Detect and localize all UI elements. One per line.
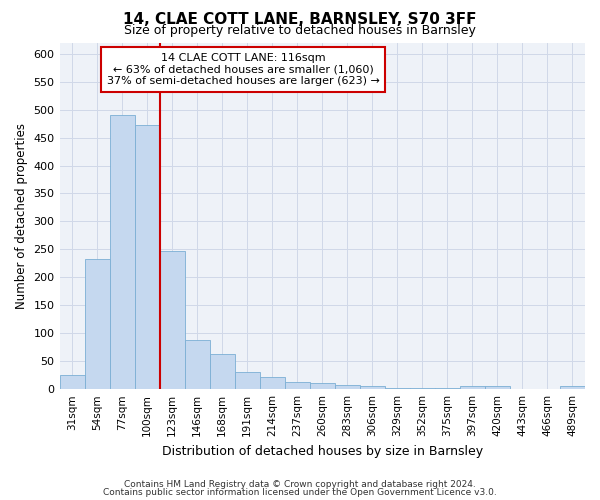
Bar bbox=[310, 383, 335, 389]
Bar bbox=[460, 386, 485, 389]
Bar bbox=[335, 384, 360, 389]
Bar bbox=[160, 250, 185, 389]
Bar bbox=[560, 386, 585, 389]
Bar bbox=[235, 372, 260, 389]
Y-axis label: Number of detached properties: Number of detached properties bbox=[15, 123, 28, 309]
Bar bbox=[285, 382, 310, 389]
Text: 14 CLAE COTT LANE: 116sqm  
← 63% of detached houses are smaller (1,060)
37% of : 14 CLAE COTT LANE: 116sqm ← 63% of detac… bbox=[107, 53, 380, 86]
Bar bbox=[209, 354, 235, 389]
Bar bbox=[410, 388, 435, 389]
Bar bbox=[360, 386, 385, 389]
Bar bbox=[485, 386, 510, 389]
Text: Size of property relative to detached houses in Barnsley: Size of property relative to detached ho… bbox=[124, 24, 476, 37]
Bar bbox=[260, 377, 285, 389]
Bar bbox=[110, 115, 134, 389]
Bar bbox=[385, 388, 410, 389]
Bar bbox=[85, 260, 110, 389]
Text: Contains HM Land Registry data © Crown copyright and database right 2024.: Contains HM Land Registry data © Crown c… bbox=[124, 480, 476, 489]
X-axis label: Distribution of detached houses by size in Barnsley: Distribution of detached houses by size … bbox=[162, 444, 483, 458]
Bar bbox=[134, 126, 160, 389]
Text: Contains public sector information licensed under the Open Government Licence v3: Contains public sector information licen… bbox=[103, 488, 497, 497]
Bar bbox=[59, 375, 85, 389]
Text: 14, CLAE COTT LANE, BARNSLEY, S70 3FF: 14, CLAE COTT LANE, BARNSLEY, S70 3FF bbox=[123, 12, 477, 28]
Bar bbox=[185, 340, 209, 389]
Bar bbox=[435, 388, 460, 389]
